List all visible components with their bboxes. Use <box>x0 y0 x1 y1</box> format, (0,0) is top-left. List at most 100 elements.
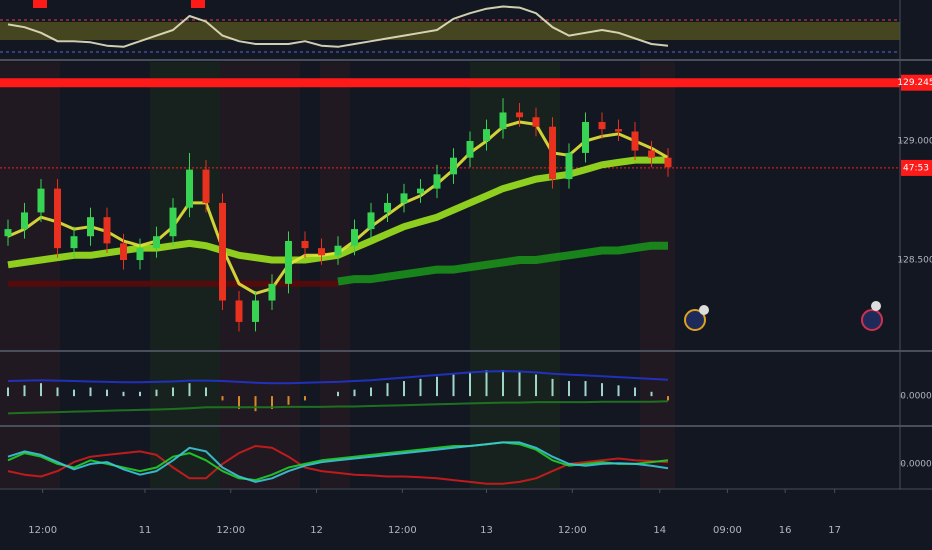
candle-body <box>301 240 309 249</box>
candle-body <box>268 283 276 301</box>
session-band <box>640 62 675 488</box>
band-fill <box>0 22 900 40</box>
candle-body <box>483 129 491 142</box>
histogram-bar <box>601 383 604 397</box>
histogram-bar <box>254 396 257 412</box>
price-label: 47:53 <box>903 163 929 173</box>
candle-body <box>285 240 293 284</box>
candle-body <box>318 248 326 256</box>
candle-body <box>70 236 78 249</box>
candle-body <box>516 112 524 118</box>
histogram-bar <box>568 381 571 397</box>
indicator-line <box>7 445 669 485</box>
session-shading <box>0 62 675 488</box>
candle-body <box>664 157 672 168</box>
candle-body <box>384 202 392 213</box>
y-tick-label: 128.500 <box>897 256 932 266</box>
histogram-bar <box>419 378 422 397</box>
histogram-bar <box>188 383 191 397</box>
candle-body <box>549 126 557 180</box>
separators <box>0 0 932 490</box>
candle-body <box>169 207 177 237</box>
x-tick-label: 11 <box>139 525 152 536</box>
histogram-bar <box>122 391 125 397</box>
x-tick-label: 16 <box>779 525 792 536</box>
candle-body <box>153 236 161 249</box>
histogram-bar <box>172 387 175 397</box>
candle-body <box>631 131 639 151</box>
histogram-bar <box>205 387 208 397</box>
session-band <box>470 62 560 488</box>
histogram-bar <box>469 372 472 397</box>
event-icon-badge <box>699 305 709 315</box>
candle-body <box>54 188 62 249</box>
price-label-box <box>901 74 932 91</box>
session-band <box>0 62 60 488</box>
histogram-bar <box>304 396 307 401</box>
x-tick-label: 12 <box>310 525 323 536</box>
x-tick-label: 12:00 <box>558 525 587 536</box>
signal-marker <box>191 0 205 8</box>
session-band <box>150 62 220 488</box>
histogram-bar <box>271 396 274 410</box>
indicator-line <box>337 241 668 286</box>
y-tick-label: 0.0000 <box>900 459 932 469</box>
histogram-bar <box>337 391 340 397</box>
histogram-bar <box>535 374 538 397</box>
histogram-bar <box>617 385 620 397</box>
candle-body <box>532 117 540 127</box>
x-tick-label: 12:00 <box>216 525 245 536</box>
signal-marker <box>33 0 47 8</box>
histogram-bar <box>436 376 439 397</box>
histogram-bar <box>353 389 356 397</box>
candle-body <box>351 229 359 246</box>
histogram-bar <box>650 391 653 397</box>
candle-body <box>565 152 573 180</box>
price-label-box <box>901 159 932 176</box>
histogram-bar <box>634 387 637 397</box>
candle-body <box>615 129 623 132</box>
candle-body <box>21 212 29 230</box>
candle-body <box>103 217 111 244</box>
histogram-bar <box>221 396 224 401</box>
histogram-bar <box>584 381 587 397</box>
candle-body <box>598 121 606 130</box>
candle-body <box>136 248 144 261</box>
indicator-line <box>7 441 669 483</box>
histogram-bar <box>386 383 389 397</box>
event-icon[interactable] <box>684 309 706 331</box>
session-band <box>320 62 350 488</box>
event-icon[interactable] <box>861 309 883 331</box>
y-tick-label: 129.000 <box>897 137 932 147</box>
x-tick-label: 12:00 <box>28 525 57 536</box>
event-icon-badge <box>871 301 881 311</box>
histogram-bar <box>139 391 142 397</box>
histogram-bar <box>106 389 109 397</box>
histogram-bar <box>23 385 26 397</box>
y-tick-label: 0.0000 <box>900 392 932 402</box>
candle-body <box>466 141 474 158</box>
candle-body <box>433 174 441 189</box>
histogram-bar <box>403 381 406 397</box>
event-icons <box>684 301 883 331</box>
indicator-line <box>7 370 669 385</box>
price-label: 129.245 <box>897 78 932 88</box>
candle-body <box>499 112 507 130</box>
histogram-bar <box>73 389 76 397</box>
histogram-bar <box>452 374 455 397</box>
histogram-bar <box>287 396 290 405</box>
candle-body <box>219 202 227 301</box>
candle-body <box>400 193 408 203</box>
histogram-bar <box>485 370 488 397</box>
candle-body <box>582 121 590 153</box>
candle-body <box>648 150 656 158</box>
histogram-bar <box>370 387 373 397</box>
histogram-bar <box>89 387 92 397</box>
x-tick-label: 17 <box>828 525 841 536</box>
candle-body <box>120 243 128 261</box>
x-tick-label: 09:00 <box>713 525 742 536</box>
histogram-bar <box>7 387 10 397</box>
indicator-line <box>7 400 669 415</box>
histogram-bar <box>238 396 241 410</box>
